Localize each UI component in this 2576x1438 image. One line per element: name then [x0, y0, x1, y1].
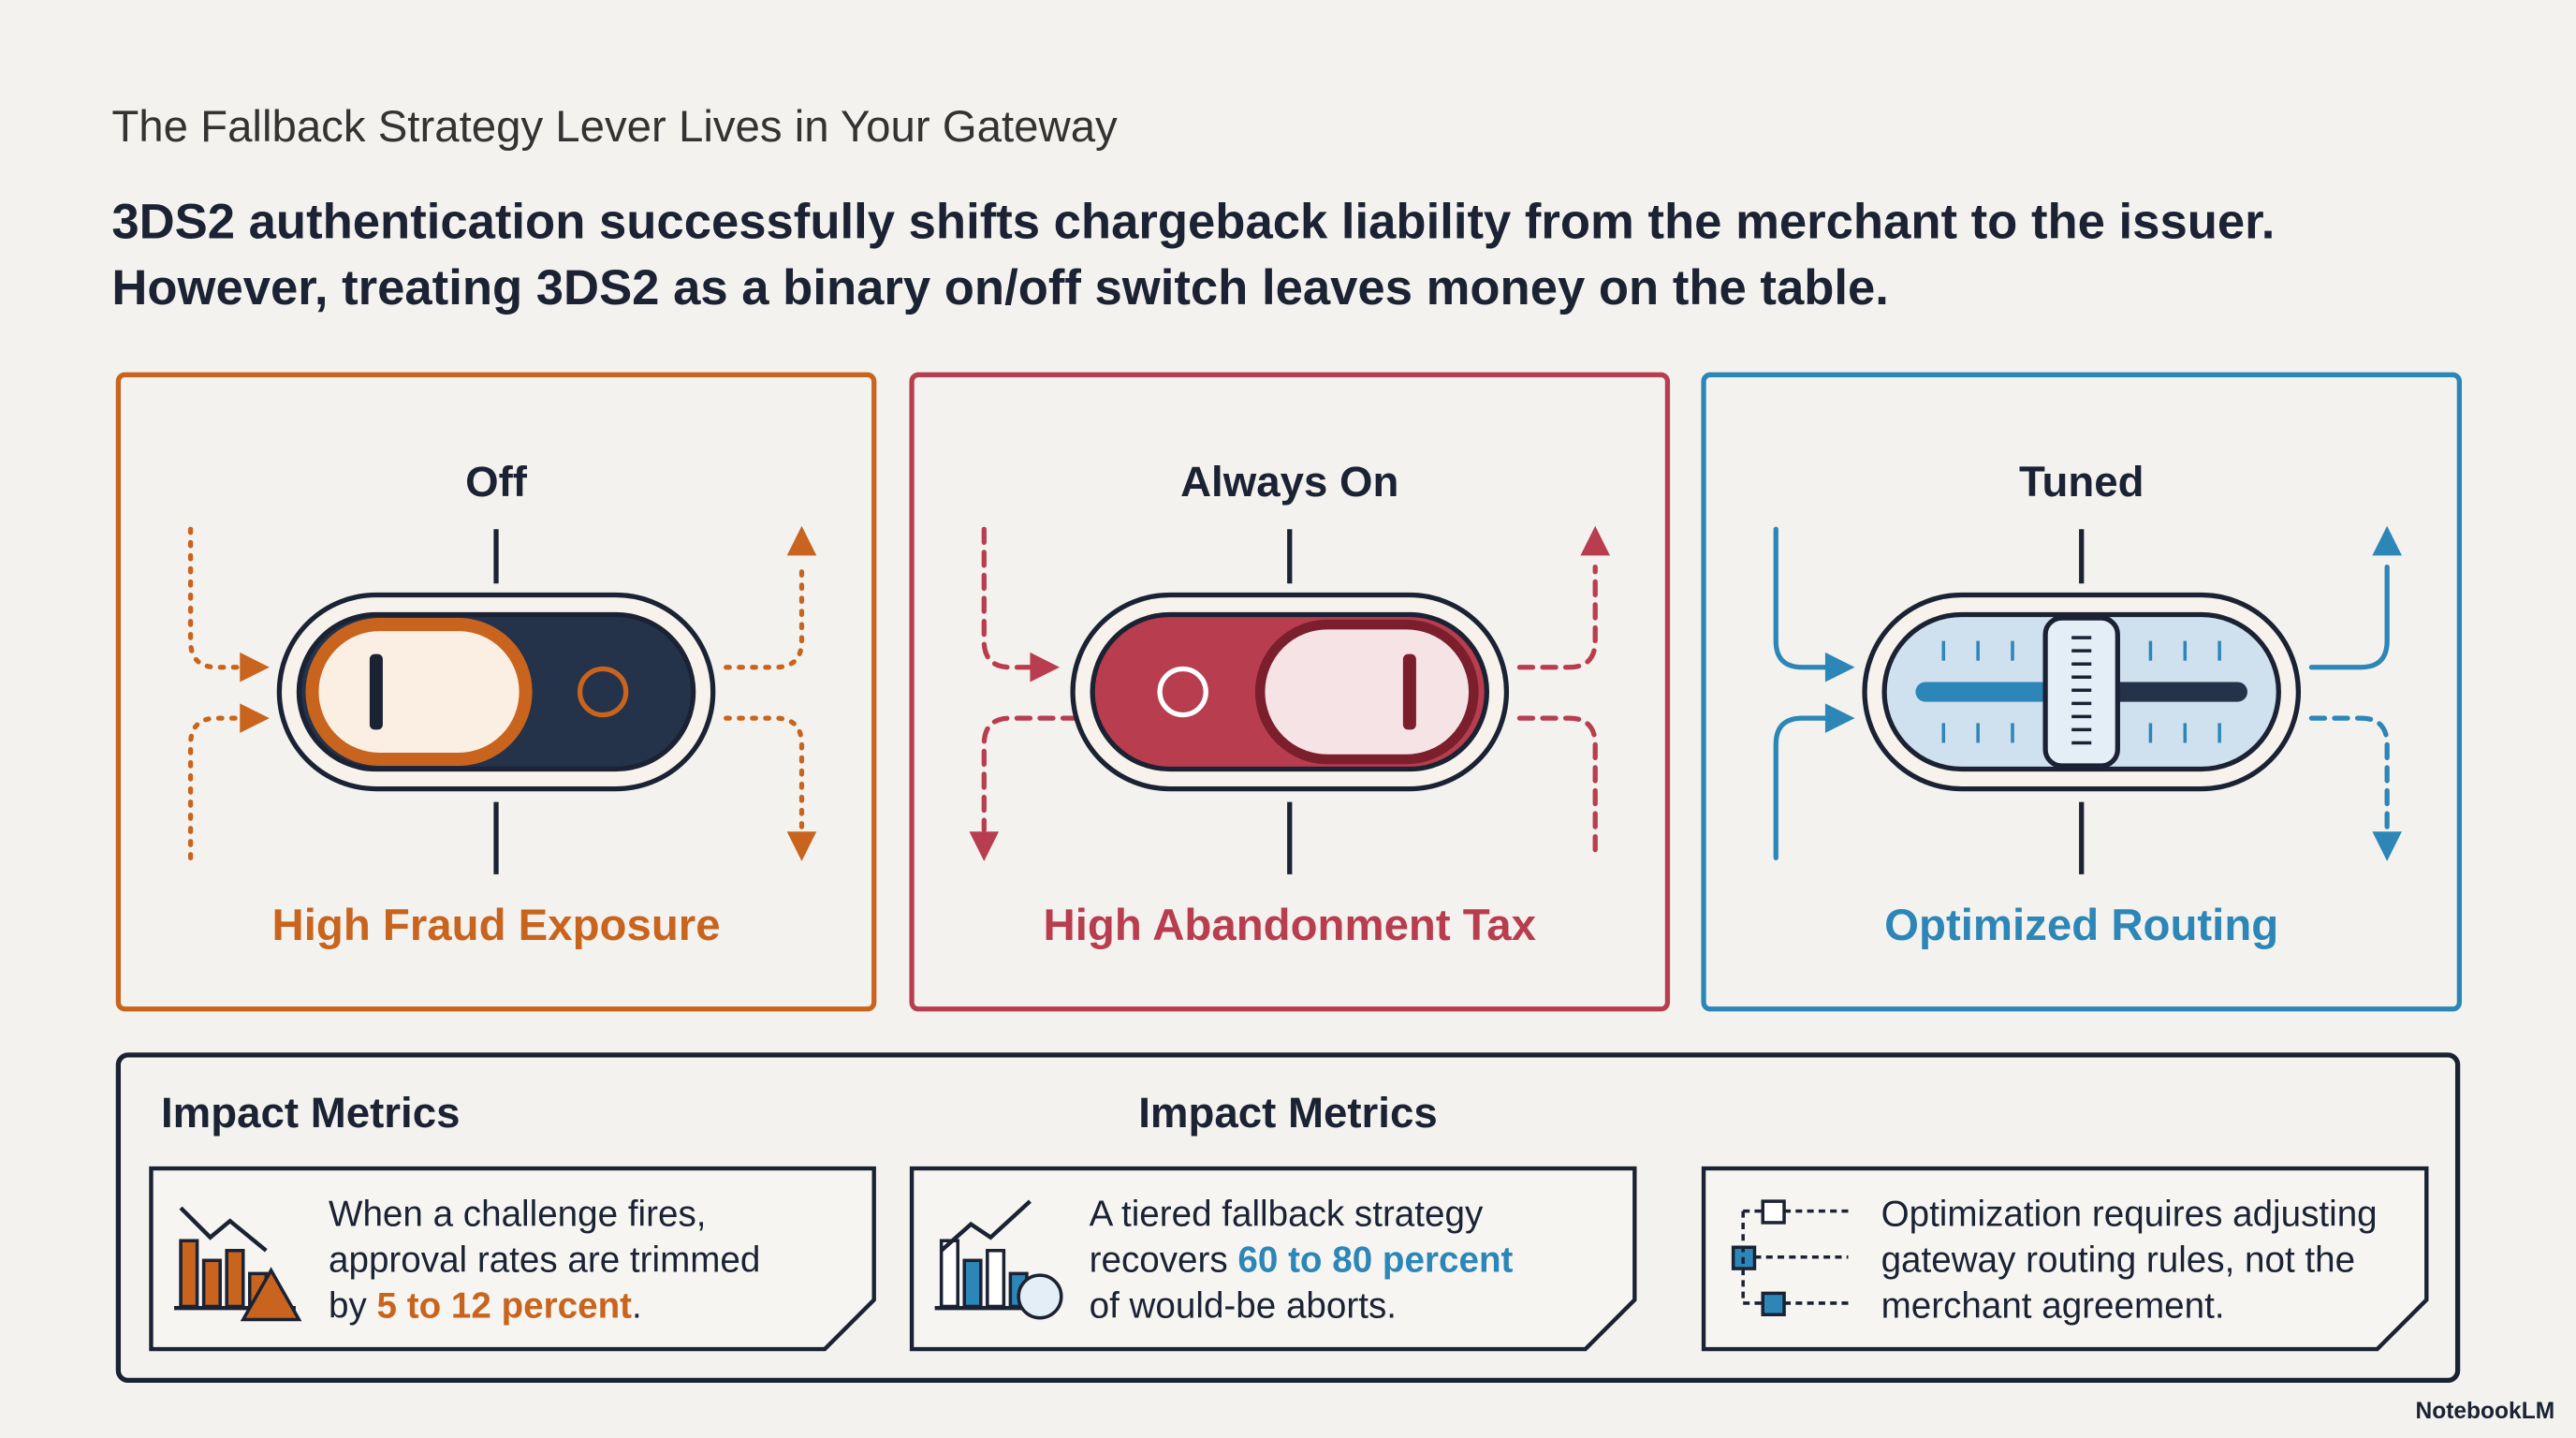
metric-text: recovers 60 to 80 percent: [1090, 1240, 1514, 1281]
arrow-head: [969, 831, 1000, 861]
metric-text: of would-be aborts.: [1090, 1286, 1397, 1327]
icon-bar: [225, 1249, 245, 1309]
flow-line: [1773, 526, 1830, 670]
arrow-head: [240, 652, 270, 682]
arrow-head: [1824, 703, 1855, 733]
mode-caption: High Fraud Exposure: [272, 901, 721, 950]
flow-line: [187, 715, 244, 860]
text-run: recovers: [1090, 1240, 1238, 1281]
icon-bar: [201, 1258, 222, 1309]
flow-line: [2308, 565, 2390, 670]
flow-line: [1516, 715, 1598, 860]
arrow-head: [2372, 831, 2402, 861]
arrow-head: [786, 831, 817, 861]
metric-text: A tiered fallback strategy: [1090, 1194, 1484, 1234]
text-run: of would-be aborts.: [1090, 1286, 1397, 1327]
text-run: .: [632, 1286, 642, 1327]
switch-knob: [305, 618, 533, 767]
metric-text: by 5 to 12 percent.: [329, 1286, 642, 1327]
knob-bar: [369, 653, 383, 730]
on-mark: [1157, 666, 1208, 718]
metric-card: [909, 1166, 1637, 1352]
text-run: Optimization requires adjusting: [1881, 1194, 2378, 1234]
icon-bar: [962, 1258, 983, 1309]
mode-caption: Optimized Routing: [1884, 901, 2278, 950]
arrow-head: [240, 703, 270, 733]
arrow-head: [2372, 525, 2402, 556]
text-run: gateway routing rules, not the: [1881, 1240, 2356, 1281]
icon-trend: [179, 1206, 268, 1253]
metric-text: gateway routing rules, not the: [1881, 1240, 2356, 1281]
highlight: 60 to 80 percent: [1237, 1240, 1513, 1281]
metric-text: approval rates are trimmed: [329, 1240, 760, 1281]
metric-card: [149, 1166, 876, 1352]
mode-panel: [1701, 372, 2463, 1012]
icon-node: [1761, 1291, 1786, 1316]
highlight: 5 to 12 percent: [377, 1286, 633, 1327]
headline-line: However, treating 3DS2 as a binary on/of…: [111, 260, 1889, 315]
arrow-head: [1580, 525, 1610, 556]
arrow-head: [1030, 652, 1061, 682]
headline-line: 3DS2 authentication successfully shifts …: [111, 195, 2275, 250]
metric-text: Optimization requires adjusting: [1881, 1194, 2378, 1234]
icon-node: [1761, 1199, 1786, 1225]
text-run: by: [329, 1286, 377, 1327]
mode-panel: [115, 372, 877, 1012]
metric-text: When a challenge fires,: [329, 1194, 706, 1234]
text-run: merchant agreement.: [1881, 1286, 2225, 1327]
metric-card: [1701, 1166, 2429, 1352]
flow-line: [1773, 715, 1830, 860]
icon-bar: [986, 1249, 1006, 1309]
metrics-heading: Impact Metrics: [1138, 1089, 1438, 1137]
kicker: The Fallback Strategy Lever Lives in You…: [111, 102, 1118, 152]
flow-line: [1516, 565, 1598, 670]
mode-caption: High Abandonment Tax: [1044, 901, 1536, 950]
knob-bar: [1402, 653, 1416, 730]
flow-line: [724, 565, 805, 670]
icon-trend: [940, 1199, 1032, 1253]
text-run: When a challenge fires,: [329, 1194, 706, 1234]
off-mark: [577, 666, 629, 718]
flow-line: [187, 526, 244, 670]
flow-line: [2308, 715, 2390, 833]
text-run: A tiered fallback strategy: [1090, 1194, 1484, 1234]
text-run: approval rates are trimmed: [329, 1240, 760, 1281]
arrow-head: [786, 525, 817, 556]
icon-bar: [179, 1239, 199, 1309]
icon-warning: [240, 1267, 302, 1322]
metric-text: merchant agreement.: [1881, 1286, 2225, 1327]
metrics-box: [115, 1052, 2461, 1384]
arrow-head: [1824, 652, 1855, 682]
brand: NotebookLM: [2415, 1399, 2554, 1424]
mode-label: Tuned: [2019, 458, 2144, 506]
mode-label: Always On: [1180, 458, 1398, 506]
mode-panel: [909, 372, 1671, 1012]
mode-label: Off: [465, 458, 528, 506]
switch-knob: [1254, 619, 1479, 765]
icon-cycle: [1017, 1273, 1063, 1320]
icon-flow: [1741, 1209, 1849, 1305]
metrics-heading: Impact Metrics: [161, 1089, 461, 1137]
flow-line: [724, 715, 805, 833]
